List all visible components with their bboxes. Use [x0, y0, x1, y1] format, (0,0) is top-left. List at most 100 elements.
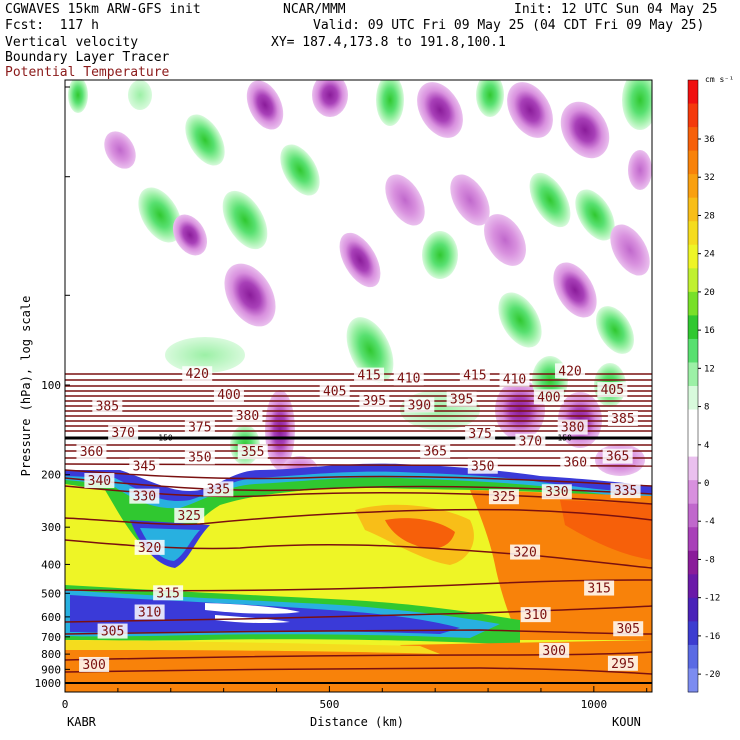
isentrope-label-bg — [499, 371, 530, 387]
plot-frame — [64, 79, 653, 693]
isentrope-label-bg — [79, 656, 110, 672]
colorbar-label: 0 — [704, 479, 709, 489]
colorbar-frame — [687, 79, 699, 693]
colorbar-swatch — [688, 409, 698, 434]
isentrope-label-bg — [129, 488, 160, 504]
isentrope-label-bg — [84, 473, 115, 489]
isentrope-label-bg — [467, 458, 498, 474]
forecast-hour: Fcst: 117 h — [5, 18, 99, 33]
isentrope-label-bg — [153, 585, 184, 601]
colorbar-swatch — [688, 362, 698, 387]
isentrope-label-bg — [539, 642, 570, 658]
isentrope-label: 305 — [101, 625, 124, 640]
colorbar-label: -8 — [704, 555, 715, 565]
isentrope-label-bg — [520, 607, 551, 623]
colorbar-swatch — [688, 574, 698, 599]
colorbar-label: 36 — [704, 135, 715, 145]
isentrope-label: 325 — [492, 490, 515, 505]
isentrope-label-bg — [607, 655, 638, 671]
colorbar-label: 4 — [704, 441, 709, 451]
isentrope-label: 415 — [463, 369, 486, 384]
colorbar-label: 24 — [704, 250, 715, 260]
colorbar-swatch — [688, 268, 698, 293]
isentrope-label: 315 — [156, 586, 179, 601]
colorbar-label: 20 — [704, 288, 715, 298]
isentrope-label-bg — [129, 458, 160, 474]
tropopause-label: 150 — [558, 433, 573, 442]
field-potential-temperature: Potential Temperature — [5, 65, 170, 80]
isentrope-label: 375 — [468, 427, 491, 442]
colorbar-label: 28 — [704, 211, 715, 221]
isentrope-label: 330 — [133, 490, 156, 505]
isentrope-label: 345 — [133, 460, 156, 475]
isentrope-label: 295 — [611, 657, 634, 672]
colorbar-swatch — [688, 550, 698, 575]
isentrope-label: 400 — [537, 390, 560, 405]
x-axis: 0 500 1000 — [62, 686, 648, 711]
isentrope-label: 395 — [450, 393, 473, 408]
isentrope-label: 300 — [82, 658, 105, 673]
colorbar-swatch — [688, 315, 698, 340]
isentrope-label: 370 — [519, 435, 542, 450]
isentrope-label: 395 — [363, 394, 386, 409]
isentrope-label-bg — [97, 623, 128, 639]
isentrope-label-bg — [510, 544, 541, 560]
isentrope-label-bg — [232, 407, 263, 423]
isentrope-label-bg — [607, 410, 638, 426]
isentrope-label-bg — [76, 444, 107, 460]
boundary-layer-field — [65, 463, 652, 692]
isentrope-label: 310 — [138, 606, 161, 621]
x-tick-label: 0 — [62, 698, 69, 711]
isentrope-label-bg — [359, 392, 390, 408]
isentrope-label-bg — [393, 370, 424, 386]
isentrope-label-bg — [446, 391, 477, 407]
isentrope-label-bg — [237, 444, 268, 460]
colorbar-swatch — [688, 503, 698, 528]
isentrope-label-bg — [92, 398, 123, 414]
colorbar-label: -16 — [704, 632, 720, 642]
isentrope-label: 380 — [236, 409, 259, 424]
isentrope-label-bg — [108, 425, 139, 441]
isentrope-label: 405 — [601, 383, 624, 398]
colorbar-label: 8 — [704, 403, 709, 413]
left-station-label: KABR — [67, 715, 97, 729]
plot-area: 420 415 410 415 410 420 400 405 395 390 395 400 405 3… — [65, 80, 652, 692]
model-title: CGWAVES 15km ARW-GFS init — [5, 2, 201, 17]
isentrope-label-bg — [515, 433, 546, 449]
colorbar-label: -12 — [704, 594, 720, 604]
colorbar-swatch — [688, 597, 698, 622]
isentrope-label-bg — [182, 366, 213, 382]
y-tick-label: 700 — [41, 631, 61, 644]
y-tick-label: 300 — [41, 521, 61, 534]
isentrope-label-bg — [541, 484, 572, 500]
isentrope-label-bg — [203, 481, 234, 497]
isentrope-label: 300 — [542, 644, 565, 659]
y-tick-label: 500 — [41, 587, 61, 600]
colorbar-swatch — [688, 527, 698, 552]
isentrope-label-bg — [584, 580, 615, 596]
colorbar-label: -4 — [704, 517, 715, 527]
isentrope-label-bg — [610, 483, 641, 499]
y-tick-label: 800 — [41, 648, 61, 661]
isentrope-label-bg — [459, 367, 490, 383]
colorbar-swatch — [688, 197, 698, 222]
isentrope-label: 420 — [558, 364, 581, 379]
isentrope-label-bg — [134, 539, 165, 555]
isentrope-label: 375 — [188, 421, 211, 436]
y-tick-label: 100 — [41, 379, 61, 392]
isentrope-label: 335 — [614, 484, 637, 499]
field-boundary-layer-tracer: Boundary Layer Tracer — [5, 50, 170, 65]
isentrope-label-bg — [213, 386, 244, 402]
isentrope-label: 415 — [357, 369, 380, 384]
isentrope-label: 335 — [207, 482, 230, 497]
isentrope-label-bg — [354, 367, 385, 383]
colorbar-swatch — [688, 338, 698, 363]
colorbar-swatch — [688, 621, 698, 646]
colorbar-swatch — [688, 291, 698, 316]
colorbar-swatch — [688, 668, 698, 693]
isentrope-label-bg — [404, 397, 435, 413]
isentrope-label-bg — [533, 389, 564, 405]
isentrope-label-bg — [555, 363, 586, 379]
colorbar-swatch — [688, 150, 698, 175]
colorbar-swatch — [688, 644, 698, 669]
